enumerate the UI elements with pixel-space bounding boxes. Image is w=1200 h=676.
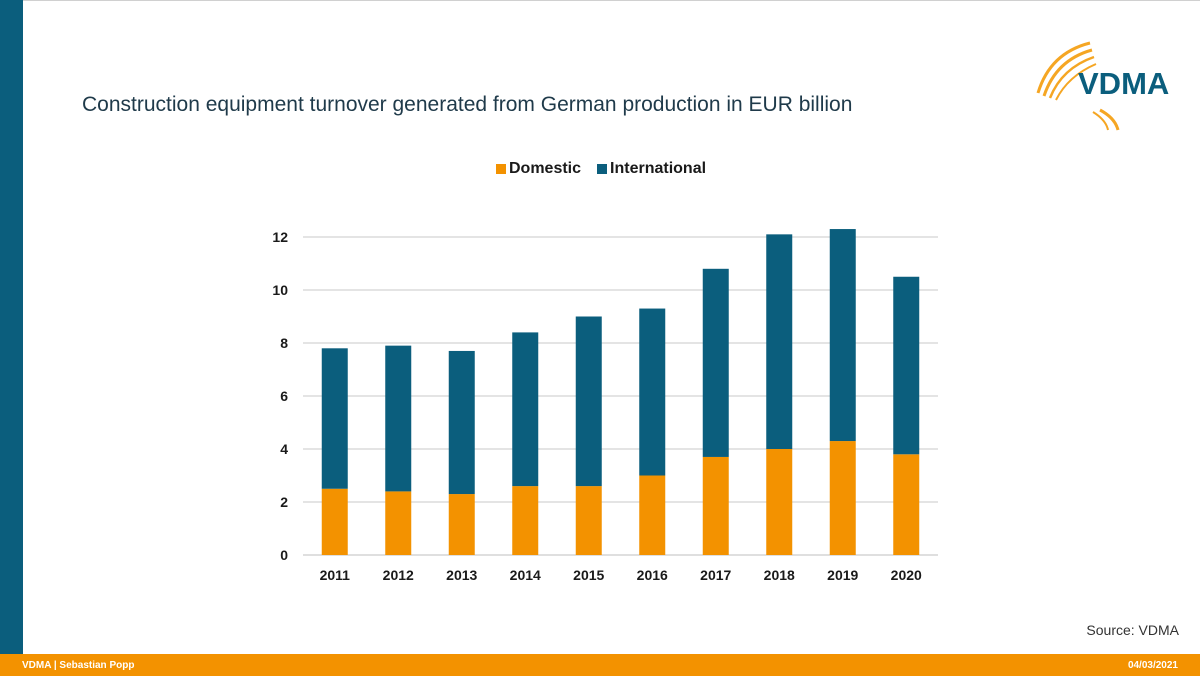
footer-date: 04/03/2021 <box>1127 660 1178 671</box>
x-tick-label: 2020 <box>891 567 922 583</box>
bar-international-2013 <box>448 350 475 495</box>
bar-domestic-2017 <box>702 456 729 555</box>
y-tick-label: 8 <box>280 335 288 351</box>
bar-international-2018 <box>766 234 793 449</box>
page-title: Construction equipment turnover generate… <box>82 93 853 116</box>
x-tick-label: 2017 <box>700 567 731 583</box>
bar-domestic-2015 <box>575 486 602 555</box>
bar-international-2011 <box>321 348 348 489</box>
bar-domestic-2011 <box>321 488 348 555</box>
y-tick-label: 12 <box>272 229 288 245</box>
bar-domestic-2012 <box>385 491 412 555</box>
bar-international-2019 <box>829 229 856 442</box>
x-tick-label: 2011 <box>320 567 351 583</box>
bar-domestic-2016 <box>639 475 666 555</box>
y-tick-label: 6 <box>280 388 288 404</box>
bar-international-2012 <box>385 345 412 492</box>
legend-swatch-international <box>597 164 608 174</box>
bar-domestic-2013 <box>448 494 475 555</box>
y-tick-label: 4 <box>280 441 288 457</box>
chart-legend: Domestic International <box>496 160 722 178</box>
bar-domestic-2020 <box>893 454 920 555</box>
logo-text: VDMA <box>1078 66 1170 101</box>
bar-international-2014 <box>512 332 539 487</box>
y-tick-label: 2 <box>280 494 288 510</box>
vdma-arc-logo-icon <box>1036 41 1120 131</box>
legend-label-international: International <box>610 160 707 177</box>
left-accent-bar <box>0 0 23 654</box>
bar-international-2016 <box>639 308 666 476</box>
legend-item-international: International <box>597 160 706 178</box>
top-divider <box>23 0 1200 1</box>
x-tick-label: 2015 <box>573 567 604 583</box>
footer-bar: VDMA | Sebastian Popp 04/03/2021 <box>0 654 1200 676</box>
footer-author: VDMA | Sebastian Popp <box>22 660 135 671</box>
legend-item-domestic: Domestic <box>496 160 581 178</box>
bar-international-2015 <box>575 316 602 487</box>
bar-domestic-2014 <box>512 486 539 555</box>
legend-swatch-domestic <box>496 164 506 174</box>
x-tick-label: 2013 <box>446 567 477 583</box>
bar-domestic-2019 <box>829 441 856 555</box>
source-note: Source: VDMA <box>1086 622 1179 638</box>
y-tick-label: 10 <box>272 282 288 298</box>
bar-international-2020 <box>893 276 920 455</box>
legend-label-domestic: Domestic <box>509 160 582 177</box>
bar-domestic-2018 <box>766 449 793 555</box>
bar-international-2017 <box>702 268 729 457</box>
x-tick-label: 2019 <box>827 567 858 583</box>
x-tick-label: 2012 <box>383 567 414 583</box>
x-tick-label: 2014 <box>510 567 541 583</box>
x-tick-label: 2016 <box>637 567 668 583</box>
y-tick-label: 0 <box>280 547 288 563</box>
x-tick-label: 2018 <box>764 567 795 583</box>
